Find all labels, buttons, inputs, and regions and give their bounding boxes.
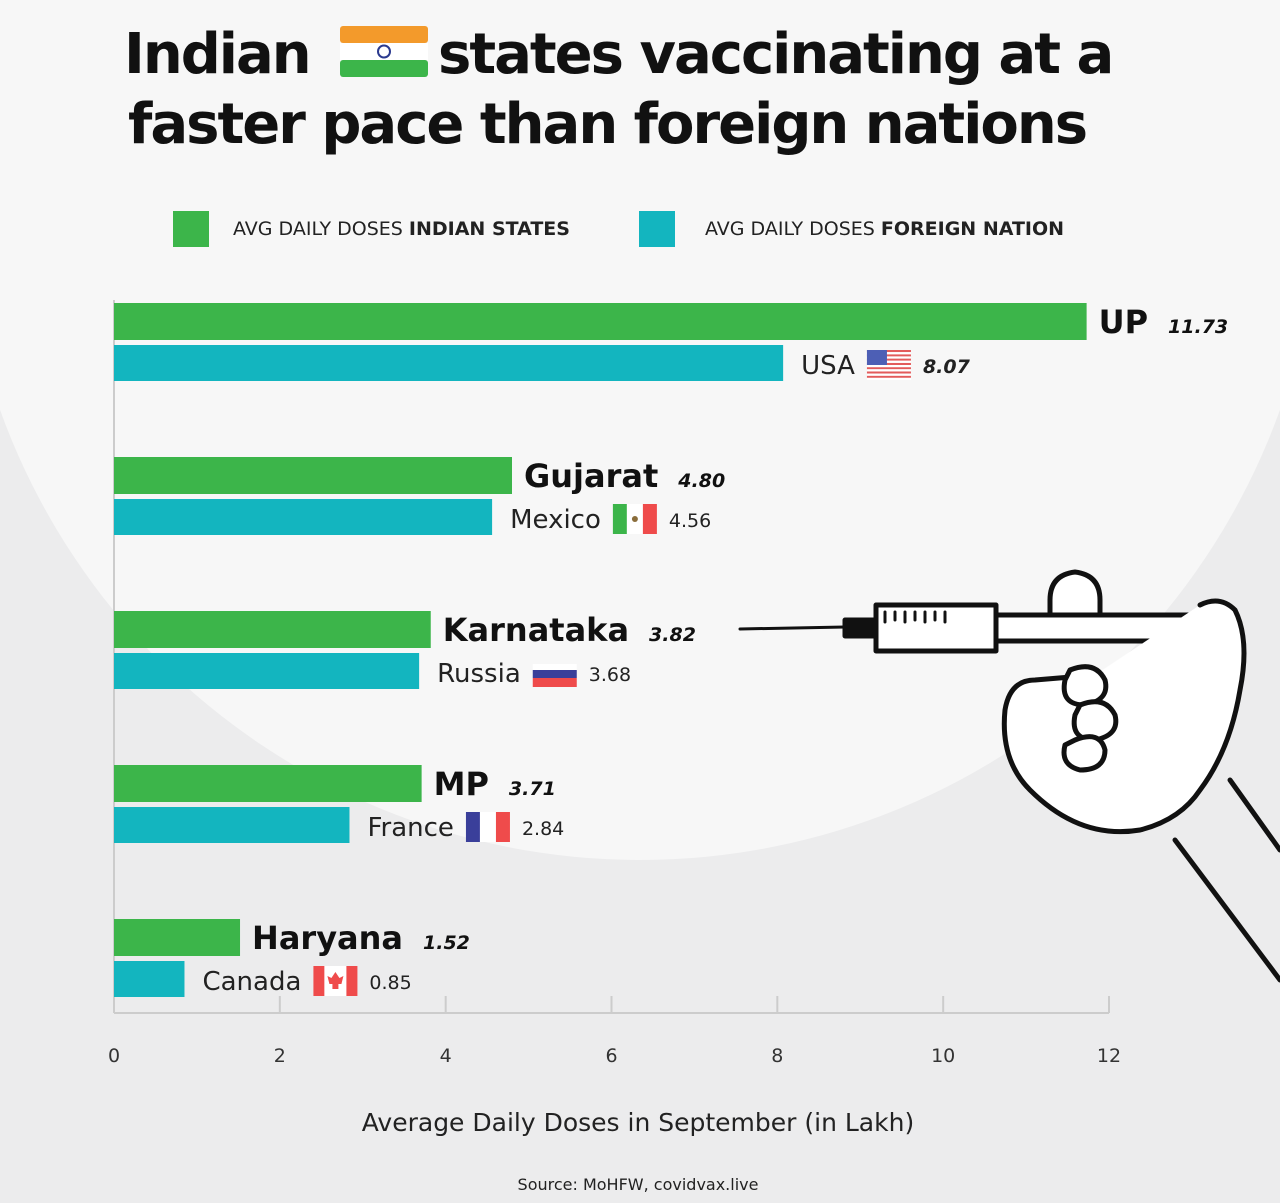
bar-nation-france <box>114 807 350 843</box>
nation-value-label: 3.68 <box>589 664 631 686</box>
source-note: Source: MoHFW, covidvax.live <box>518 1175 759 1194</box>
state-label: Gujarat <box>524 457 658 495</box>
title-word-indian: Indian <box>124 22 310 87</box>
bar-nation-russia <box>114 653 420 689</box>
bar-pair-mp: MP 3.71 France 2.84 <box>114 765 564 843</box>
bar-state-karnataka <box>114 611 431 648</box>
state-value-label: 11.73 <box>1168 316 1228 338</box>
nation-label: Russia <box>437 659 521 689</box>
x-tick-label: 12 <box>1097 1045 1121 1067</box>
nation-value-label: 8.07 <box>923 356 971 378</box>
state-value-label: 4.80 <box>677 470 725 492</box>
state-label: UP <box>1099 303 1148 341</box>
bar-nation-mexico <box>114 499 493 535</box>
title-line2: faster pace than foreign nations <box>128 92 1086 157</box>
nation-value-label: 0.85 <box>369 972 411 994</box>
nation-value-label: 2.84 <box>522 818 564 840</box>
bar-pair-haryana: Haryana 1.52 Canada 0.85 <box>114 919 470 997</box>
title-line1-rest: states vaccinating at a <box>438 22 1112 87</box>
nation-label: Canada <box>202 967 301 997</box>
state-label: Karnataka <box>443 611 629 649</box>
nation-label: USA <box>801 351 855 381</box>
russia-flag-icon <box>532 664 577 687</box>
nation-label: Mexico <box>510 505 601 535</box>
legend-label-foreign-nation: AVG DAILY DOSES FOREIGN NATION <box>705 218 1064 240</box>
india-flag-icon <box>340 26 428 77</box>
bar-state-up <box>114 303 1087 340</box>
bar-pair-up: UP 11.73 USA 8.07 <box>114 303 1228 381</box>
x-tick-label: 6 <box>605 1045 617 1067</box>
legend: AVG DAILY DOSES INDIAN STATES AVG DAILY … <box>173 211 1064 247</box>
x-tick-label: 0 <box>108 1045 120 1067</box>
state-value-label: 3.71 <box>509 778 556 800</box>
x-tick-label: 4 <box>440 1045 452 1067</box>
bar-pair-gujarat: Gujarat 4.80 Mexico 4.56 <box>114 457 725 535</box>
bar-state-mp <box>114 765 422 802</box>
bar-nation-usa <box>114 345 784 381</box>
state-value-label: 1.52 <box>423 932 470 954</box>
bar-state-haryana <box>114 919 241 956</box>
legend-swatch-indian-states <box>173 211 209 247</box>
legend-swatch-foreign-nation <box>639 211 675 247</box>
syringe-hand-illustration <box>738 569 1280 983</box>
legend-label-indian-states: AVG DAILY DOSES INDIAN STATES <box>233 218 570 240</box>
nation-label: France <box>367 813 453 843</box>
state-label: MP <box>434 765 489 803</box>
state-label: Haryana <box>252 919 403 957</box>
france-flag-icon <box>465 812 510 842</box>
x-tick-label: 2 <box>274 1045 286 1067</box>
bar-pair-karnataka: Karnataka 3.82 Russia 3.68 <box>114 611 696 689</box>
bar-state-gujarat <box>114 457 512 494</box>
x-tick-label: 8 <box>771 1045 783 1067</box>
nation-value-label: 4.56 <box>669 510 711 532</box>
mexico-flag-icon <box>612 504 657 534</box>
x-tick-label: 10 <box>931 1045 955 1067</box>
bar-nation-canada <box>114 961 185 997</box>
x-axis: 0 2 4 6 8 10 12 <box>108 300 1121 1067</box>
state-value-label: 3.82 <box>649 624 696 646</box>
usa-flag-icon <box>866 350 911 380</box>
x-axis-label: Average Daily Doses in September (in Lak… <box>362 1108 914 1137</box>
canada-flag-icon <box>313 966 358 996</box>
bars: UP 11.73 USA 8.07 Gujarat 4.80 Mexico 4.56 Karna… <box>114 303 1228 997</box>
